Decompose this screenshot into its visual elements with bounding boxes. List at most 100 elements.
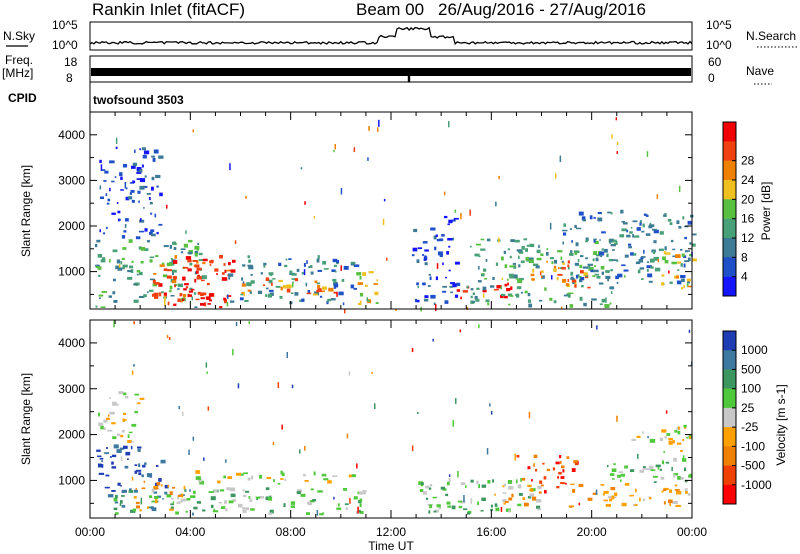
data-cell: [290, 501, 296, 505]
data-cell: [637, 453, 639, 459]
data-cell: [610, 243, 616, 247]
noise-tick-top-left: 10^5: [52, 18, 78, 32]
data-cell: [133, 299, 139, 303]
data-cell: [621, 264, 626, 267]
data-cell: [348, 371, 351, 376]
data-cell: [198, 478, 202, 483]
data-cell: [469, 209, 471, 216]
data-cell: [441, 234, 445, 237]
data-cell: [664, 259, 669, 264]
data-cell: [639, 222, 642, 226]
data-cell: [280, 478, 284, 480]
data-cell: [546, 468, 550, 472]
data-cell: [104, 170, 109, 174]
data-cell: [671, 261, 677, 265]
data-cell: [577, 259, 580, 262]
data-cell: [615, 275, 619, 280]
data-cell: [146, 240, 151, 243]
data-cell: [237, 383, 240, 389]
data-cell: [316, 510, 319, 516]
data-cell: [673, 473, 679, 476]
data-cell: [282, 285, 287, 289]
data-cell: [676, 275, 679, 279]
data-cell: [322, 260, 327, 265]
data-cell: [188, 251, 193, 255]
data-cell: [113, 320, 115, 328]
data-cell: [185, 510, 188, 513]
data-cell: [357, 491, 360, 495]
data-cell: [517, 484, 521, 489]
data-cell: [268, 279, 273, 284]
data-cell: [478, 324, 480, 329]
data-cell: [439, 254, 443, 258]
data-cell: [680, 449, 683, 452]
data-cell: [663, 214, 666, 217]
data-cell: [691, 243, 696, 247]
data-cell: [626, 234, 631, 238]
data-cell: [219, 489, 225, 492]
data-cell: [668, 270, 670, 274]
data-cell: [107, 429, 113, 432]
colorbar-swatch: [723, 350, 736, 370]
data-cell: [113, 507, 118, 511]
data-cell: [251, 475, 254, 480]
data-cell: [502, 492, 507, 494]
data-cell: [162, 274, 168, 278]
data-cell: [116, 433, 121, 436]
nave-tick-bottom: 0: [708, 71, 715, 85]
data-cell: [527, 292, 531, 297]
data-cell: [336, 291, 338, 297]
data-cell: [688, 474, 693, 478]
data-cell: [223, 297, 227, 301]
data-cell: [155, 499, 158, 504]
data-cell: [433, 235, 437, 240]
data-cell: [530, 488, 534, 492]
data-cell: [430, 227, 436, 231]
data-cell: [196, 248, 200, 251]
data-cell: [634, 504, 638, 506]
data-cell: [235, 321, 238, 327]
data-cell: [629, 494, 635, 497]
data-cell: [294, 278, 298, 282]
data-cell: [687, 257, 691, 261]
data-cell: [134, 393, 139, 396]
data-cell: [677, 269, 680, 272]
data-cell: [242, 507, 246, 510]
data-cell: [196, 501, 201, 504]
data-cell: [362, 490, 367, 493]
data-cell: [180, 300, 183, 303]
data-cell: [546, 260, 548, 263]
data-cell: [255, 496, 261, 499]
y-tick-label: 2000: [58, 428, 85, 442]
data-cell: [635, 261, 641, 265]
data-cell: [599, 239, 601, 241]
noise-right-label: N.Search: [746, 29, 796, 43]
data-cell: [647, 273, 653, 278]
data-cell: [555, 461, 560, 465]
data-cell: [549, 257, 554, 260]
power-ylabel: Slant Range [km]: [19, 165, 33, 257]
data-cell: [101, 464, 104, 468]
data-cell: [510, 239, 515, 242]
data-cell: [182, 294, 187, 298]
data-cell: [432, 338, 434, 342]
data-cell: [201, 275, 207, 280]
data-cell: [623, 269, 629, 272]
data-cell: [559, 460, 562, 464]
data-cell: [628, 243, 632, 246]
data-cell: [171, 497, 174, 500]
data-cell: [442, 262, 444, 266]
velocity-colorbar-label: Velocity [m s-1]: [774, 384, 788, 465]
data-cell: [95, 305, 98, 308]
data-cell: [641, 278, 644, 280]
velocity-ylabel: Slant Range [km]: [19, 373, 33, 465]
data-cell: [456, 282, 461, 287]
data-cell: [508, 509, 511, 513]
data-cell: [376, 279, 379, 282]
data-cell: [686, 278, 691, 282]
data-cell: [463, 508, 468, 511]
data-cell: [455, 398, 457, 404]
data-cell: [340, 265, 342, 271]
data-cell: [136, 270, 141, 273]
data-cell: [663, 489, 667, 491]
